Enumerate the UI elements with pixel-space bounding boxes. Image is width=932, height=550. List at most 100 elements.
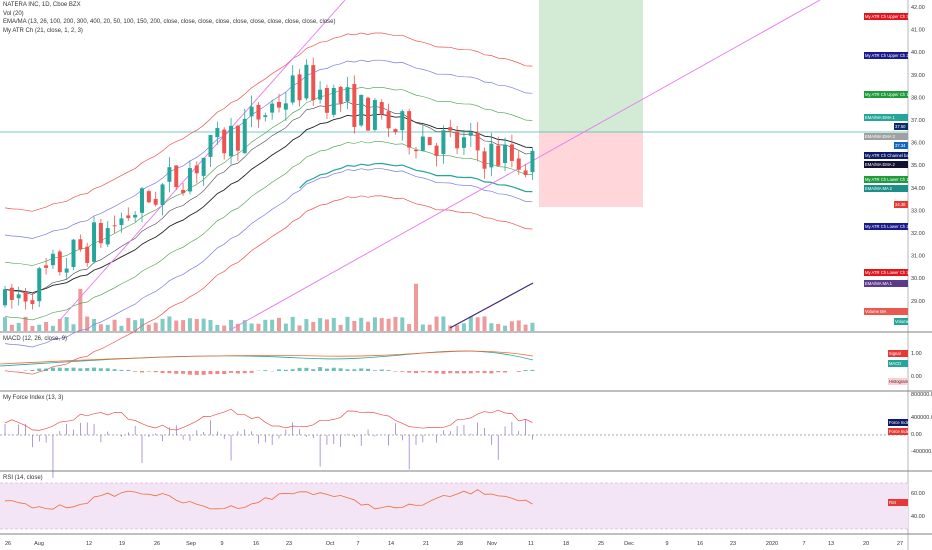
macd-histogram-bar	[290, 369, 295, 371]
indicator-axis-label: -400000.00	[911, 449, 932, 455]
candle-body	[400, 111, 405, 131]
macd-histogram-bar	[338, 368, 343, 371]
price-tag	[864, 91, 908, 98]
volume-bar	[345, 316, 350, 331]
price-pane[interactable]	[0, 0, 908, 332]
volume-bar	[523, 324, 528, 331]
price-tag	[894, 142, 908, 149]
candle-body	[146, 191, 151, 203]
long-position-profit-zone[interactable]	[539, 0, 643, 132]
macd-histogram-bar	[64, 367, 69, 371]
indicator-axis-label: 0.00	[911, 432, 922, 438]
volume-legend[interactable]: Vol (20)	[3, 10, 24, 17]
candle-body	[256, 104, 261, 120]
ema-legend[interactable]: EMA/MA (13, 26, 100, 200, 300, 400, 20, …	[3, 19, 336, 25]
price-tag	[894, 123, 908, 130]
candle-body	[414, 149, 418, 152]
volume-bar	[434, 316, 439, 331]
candle-body	[379, 102, 384, 115]
price-tag-label: My ATR Ch Upper Ch 3	[865, 14, 909, 19]
macd-histogram-bar	[208, 371, 213, 375]
volume-bar	[119, 325, 124, 331]
candle-body	[270, 103, 275, 113]
volume-bar	[461, 323, 466, 331]
price-tag	[864, 114, 908, 121]
candle-body	[112, 225, 117, 227]
price-tag-label: EMA/MA EMA 3	[865, 134, 895, 139]
macd-histogram-bar	[523, 370, 528, 371]
macd-histogram-bar	[194, 371, 199, 375]
volume-bar	[414, 283, 418, 331]
macd-pane[interactable]	[0, 350, 535, 375]
volume-bar	[249, 323, 254, 331]
volume-bar	[283, 323, 288, 331]
candle-body	[23, 292, 28, 302]
price-axis-label: 29.00	[911, 299, 925, 305]
volume-bar	[290, 316, 295, 331]
price-tag	[864, 185, 908, 192]
volume-bar	[167, 316, 172, 331]
macd-histogram-bar	[112, 369, 117, 371]
macd-histogram-bar	[222, 371, 227, 375]
long-position-loss-zone[interactable]	[539, 132, 643, 207]
macd-histogram-bar	[140, 371, 144, 373]
candle-body	[167, 167, 172, 182]
candle-body	[407, 111, 412, 148]
volume-bar	[57, 319, 62, 331]
macd-histogram-bar	[475, 371, 480, 373]
price-tag-label: 37.34	[895, 143, 906, 148]
price-axis-label: 32.00	[911, 231, 925, 237]
volume-bar	[153, 322, 158, 331]
candle-body	[16, 294, 21, 299]
volume-bar	[475, 317, 480, 331]
volume-bar	[468, 316, 473, 331]
macd-histogram-bar	[277, 369, 281, 371]
time-axis-label: 26	[154, 541, 160, 547]
volume-bar	[64, 317, 69, 331]
force-legend[interactable]: My Force Index (13, 3)	[3, 395, 64, 401]
macd-histogram-bar	[441, 371, 446, 374]
macd-histogram-bar	[30, 369, 35, 371]
macd-histogram-bar	[153, 371, 158, 373]
time-axis-label: 27	[897, 541, 903, 547]
price-tag-label: My ATR Ch Upper Ch 1	[865, 92, 909, 97]
time-axis-label: 18	[563, 541, 569, 547]
rsi-legend[interactable]: RSI (14, close)	[3, 475, 43, 481]
time-axis-label: Oct	[326, 541, 335, 547]
price-axis: 42.00 41.00 40.00 39.00 38.00 37.00 36.00 35.00…	[911, 5, 932, 520]
volume-bar	[235, 323, 240, 331]
macd-histogram-bar	[324, 368, 329, 371]
volume-bar	[23, 316, 28, 331]
price-tag-label: My ATR Ch Lower Ch 3	[865, 270, 909, 275]
volume-bar	[256, 323, 261, 331]
atr-lower-1	[4, 141, 533, 321]
volume-bar	[160, 318, 165, 331]
candlesticks[interactable]	[3, 57, 535, 310]
time-axis-label: 13	[828, 541, 834, 547]
rsi-band	[0, 483, 908, 529]
candle-body	[420, 136, 425, 151]
macd-histogram-bar	[235, 371, 240, 374]
macd-histogram-bar	[283, 369, 288, 371]
price-tag-label: 34.38	[895, 202, 906, 207]
macd-histogram-bar	[297, 367, 302, 371]
candle-body	[297, 74, 302, 101]
candle-body	[98, 222, 103, 244]
candle-body	[201, 157, 206, 176]
volume-bar	[208, 320, 213, 331]
macd-histogram-bar	[187, 371, 192, 375]
atr-legend[interactable]: My ATR Ch (21, close, 1, 2, 3)	[3, 27, 83, 34]
symbol-title[interactable]: NATERA INC, 1D, Cboe BZX	[3, 2, 81, 8]
macd-histogram-bar	[37, 368, 42, 371]
candle-body	[208, 135, 213, 157]
candle-body	[71, 239, 76, 267]
price-tag-label: My ATR Ch Channel base value	[865, 153, 925, 158]
macd-histogram-bar	[119, 369, 124, 371]
rsi-pane[interactable]	[4, 489, 533, 510]
macd-histogram-bar	[126, 369, 131, 371]
volume-bar	[126, 317, 131, 331]
macd-legend[interactable]: MACD (12, 26, close, 9)	[3, 336, 68, 342]
force-index-pane[interactable]	[4, 408, 533, 478]
macd-histogram-bar	[400, 371, 405, 372]
